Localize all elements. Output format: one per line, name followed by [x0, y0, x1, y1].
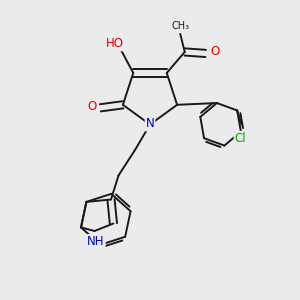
Text: HO: HO [106, 37, 124, 50]
Text: Cl: Cl [235, 132, 246, 145]
Text: O: O [87, 100, 97, 113]
Text: NH: NH [87, 235, 105, 248]
Text: N: N [146, 117, 154, 130]
Text: CH₃: CH₃ [171, 20, 189, 31]
Text: O: O [210, 44, 219, 58]
